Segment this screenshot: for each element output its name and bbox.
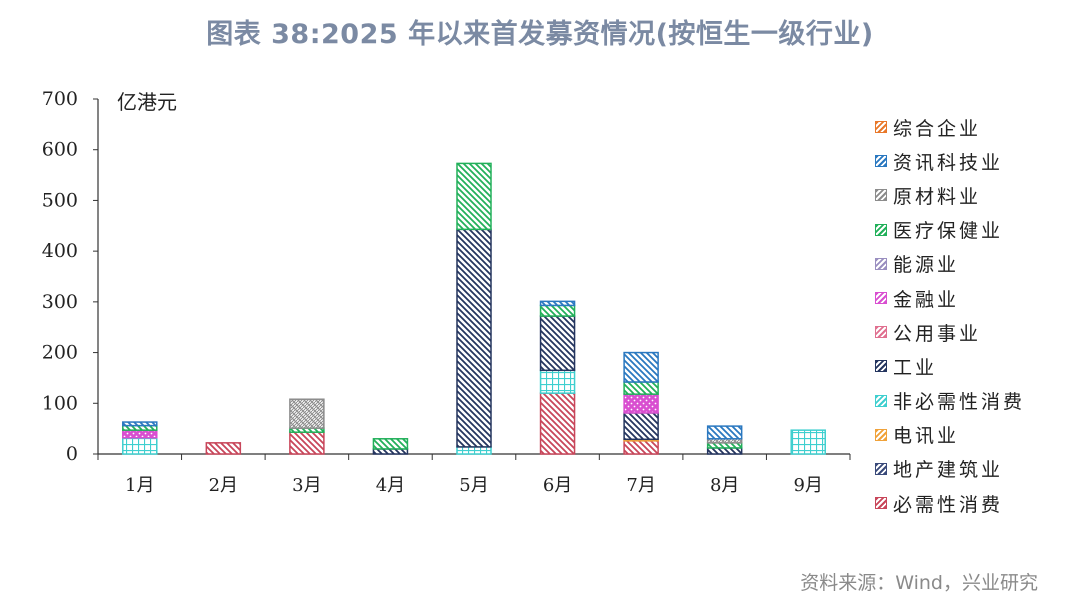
bar-segment [623, 393, 659, 414]
x-tick-label: 2月 [209, 475, 238, 496]
legend-swatch-icon [875, 292, 887, 305]
legend-item: 原材料业 [875, 178, 1025, 212]
legend-label: 非必需性消费 [893, 391, 1026, 414]
y-tick-label: 100 [42, 392, 78, 414]
legend-label: 资讯科技业 [893, 151, 1004, 174]
bar-segment [539, 369, 576, 394]
legend-item: 必需性消费 [875, 486, 1025, 520]
bar-segment [539, 304, 576, 317]
x-tick-label: 5月 [459, 475, 488, 496]
legend-label: 电讯业 [893, 425, 960, 448]
legend-swatch-icon [875, 394, 887, 407]
legend-item: 工业 [875, 349, 1025, 383]
bar-segment [623, 440, 659, 455]
legend-swatch-icon [875, 189, 887, 202]
legend-item: 电讯业 [875, 418, 1025, 452]
legend-item: 金融业 [875, 281, 1025, 315]
y-tick-label: 500 [42, 189, 78, 211]
x-tick-label: 8月 [710, 475, 739, 496]
y-tick-label: 300 [42, 291, 78, 313]
bar-segment [539, 315, 576, 372]
legend-item: 地产建筑业 [875, 452, 1025, 486]
legend-item: 能源业 [875, 247, 1025, 281]
legend-item: 医疗保健业 [875, 213, 1025, 247]
legend-swatch-icon [875, 462, 887, 475]
x-tick-label: 9月 [793, 475, 822, 496]
bar-segment [539, 300, 576, 307]
legend-swatch-icon [875, 360, 887, 373]
legend-label: 工业 [893, 356, 938, 379]
bar-segment [790, 429, 826, 455]
bar-segment [205, 442, 242, 455]
bar-segment [289, 431, 325, 455]
bar-segment [623, 412, 659, 441]
bar-segment [623, 381, 659, 395]
y-tick-label: 0 [66, 443, 78, 465]
bar-segment [706, 442, 743, 449]
bar-segment [706, 425, 743, 440]
y-tick-label: 200 [42, 342, 78, 364]
legend-label: 原材料业 [893, 185, 982, 208]
y-tick-label: 600 [42, 139, 78, 161]
x-tick-label: 6月 [543, 475, 572, 496]
legend-swatch-icon [875, 326, 887, 339]
legend-swatch-icon [875, 428, 887, 441]
bar-segment [289, 398, 325, 429]
y-axis-unit: 亿港元 [117, 90, 177, 114]
legend-swatch-icon [875, 155, 887, 168]
bar-segment [456, 446, 492, 455]
legend-item: 公用事业 [875, 315, 1025, 349]
legend-label: 地产建筑业 [893, 459, 1004, 482]
legend-item: 综合企业 [875, 110, 1025, 144]
bar-segment [706, 447, 743, 455]
chart-title: 图表 38:2025 年以来首发募资情况(按恒生一级行业) [206, 19, 874, 50]
bar-segment [372, 448, 409, 455]
bar-segment [623, 351, 659, 383]
legend-swatch-icon [875, 497, 887, 510]
legend-label: 金融业 [893, 288, 960, 311]
legend-item: 资讯科技业 [875, 144, 1025, 178]
bar-segment [372, 438, 409, 450]
bar-segment [122, 437, 158, 455]
bar-segment [539, 392, 576, 455]
bar-segment [456, 228, 492, 448]
legend-label: 医疗保健业 [893, 220, 1004, 243]
legend-item: 非必需性消费 [875, 384, 1025, 418]
legend: 综合企业资讯科技业原材料业医疗保健业能源业金融业公用事业工业非必需性消费 电讯业地… [875, 110, 1025, 520]
x-tick-label: 1月 [125, 475, 154, 496]
x-tick-label: 7月 [626, 475, 655, 496]
legend-swatch-icon [875, 257, 887, 270]
legend-swatch-icon [875, 121, 887, 134]
bar-segment [122, 429, 158, 439]
bar-segment [456, 162, 492, 231]
legend-label: 综合企业 [893, 117, 982, 140]
bars [122, 162, 826, 455]
bar-segment [122, 421, 158, 427]
legend-label: 公用事业 [893, 322, 982, 345]
legend-label: 必需性消费 [893, 493, 1004, 516]
legend-label: 能源业 [893, 254, 960, 277]
legend-swatch-icon [875, 223, 887, 236]
y-tick-label: 700 [42, 88, 78, 110]
axes: 0 100 200 300 400 500 600 700 1月 2月 3月 4月 5月 6月 7月 8月 9月… [42, 88, 851, 496]
x-tick-label: 3月 [292, 475, 321, 496]
x-tick-label: 4月 [376, 475, 405, 496]
source-note: 资料来源：Wind，兴业研究 [800, 572, 1038, 594]
y-tick-label: 400 [42, 240, 78, 262]
